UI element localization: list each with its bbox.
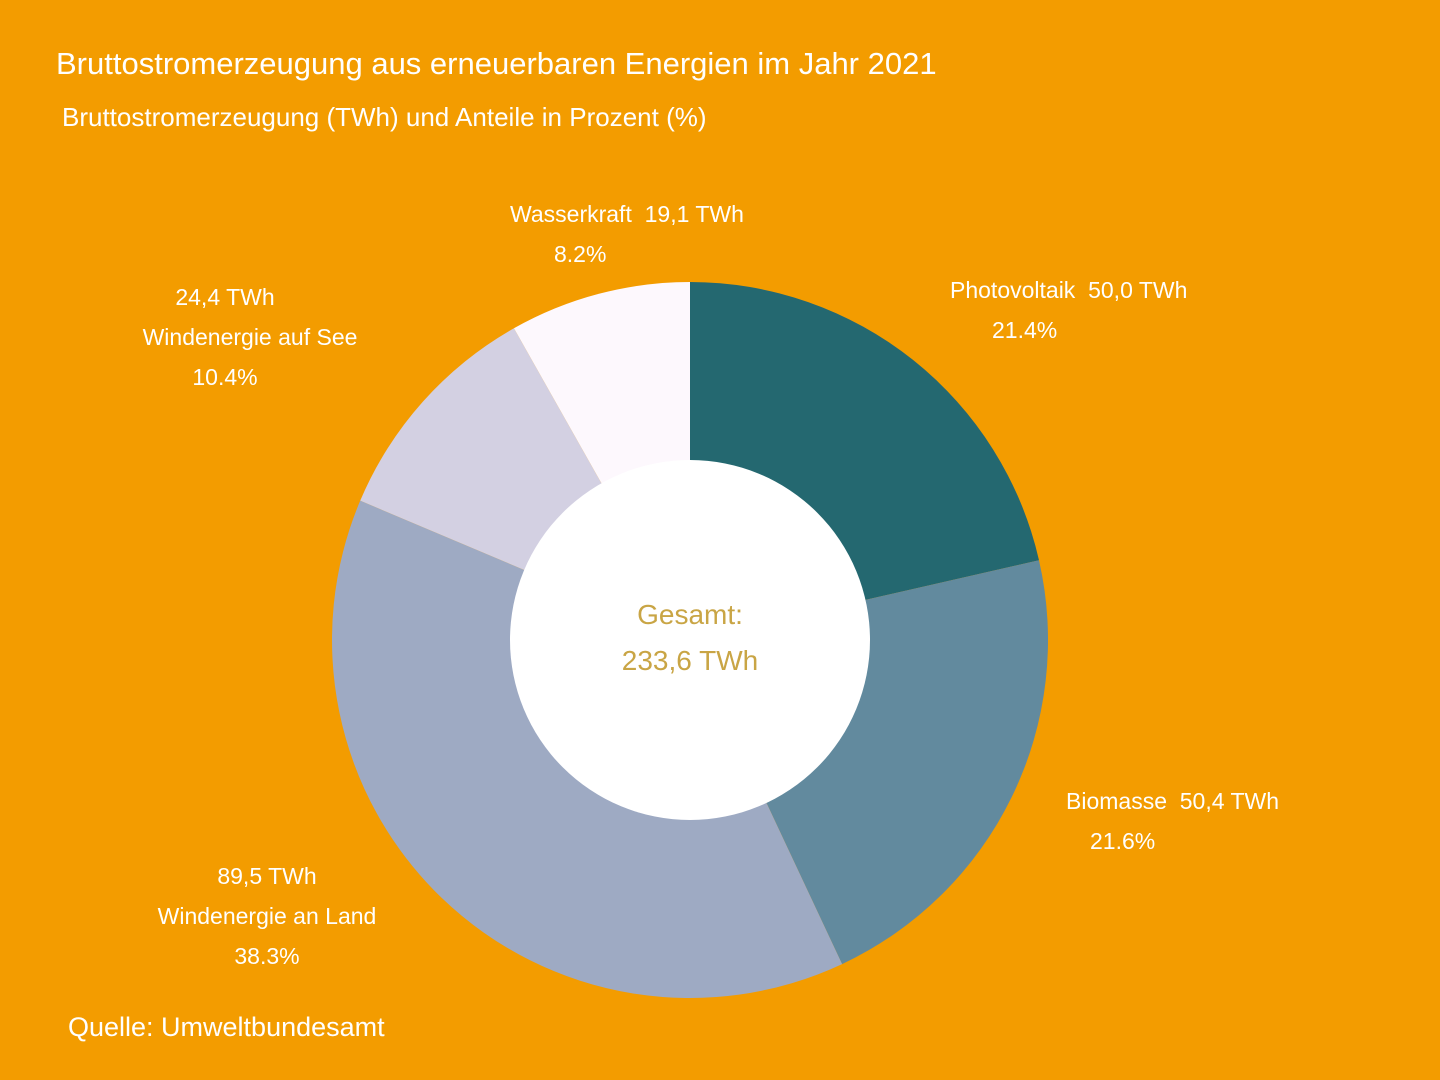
slice-name: Wasserkraft [510, 201, 632, 227]
slice-value: 50,4 TWh [1179, 788, 1280, 814]
slice-name: Photovoltaik [950, 277, 1076, 303]
label-biomasse: Biomasse 50,4 TWh 21.6% [1066, 781, 1279, 861]
slice-value: 19,1 TWh [644, 201, 744, 227]
slice-name: Biomasse [1066, 788, 1167, 814]
label-photovoltaik: Photovoltaik 50,0 TWh 21.4% [950, 270, 1187, 350]
slice-percent: 8.2% [554, 241, 607, 267]
slice-value: 24,4 TWh [175, 284, 275, 310]
center-label: Gesamt: 233,6 TWh [540, 592, 840, 684]
donut-hole [510, 460, 870, 820]
label-windenergie-an-land: 89,5 TWh Windenergie an Land 38.3% [117, 856, 417, 976]
label-wasserkraft: Wasserkraft 19,1 TWh 8.2% [510, 194, 744, 274]
slice-percent: 21.4% [992, 317, 1058, 343]
source-note: Quelle: Umweltbundesamt [68, 1012, 385, 1042]
slice-value: 89,5 TWh [217, 863, 317, 889]
slice-value: 50,0 TWh [1088, 277, 1188, 303]
slice-name: Windenergie an Land [157, 903, 377, 929]
slice-percent: 21.6% [1090, 828, 1156, 854]
center-label-line1: Gesamt: [637, 599, 743, 630]
slice-percent: 38.3% [234, 943, 300, 969]
slice-name: Windenergie auf See [142, 324, 358, 350]
chart-subtitle: Bruttostromerzeugung (TWh) und Anteile i… [62, 102, 707, 132]
chart-title: Bruttostromerzeugung aus erneuerbaren En… [56, 46, 937, 81]
center-label-line2: 233,6 TWh [621, 645, 759, 676]
slice-percent: 10.4% [192, 364, 258, 390]
label-windenergie-auf-see: 24,4 TWh Windenergie auf See 10.4% [100, 277, 400, 397]
